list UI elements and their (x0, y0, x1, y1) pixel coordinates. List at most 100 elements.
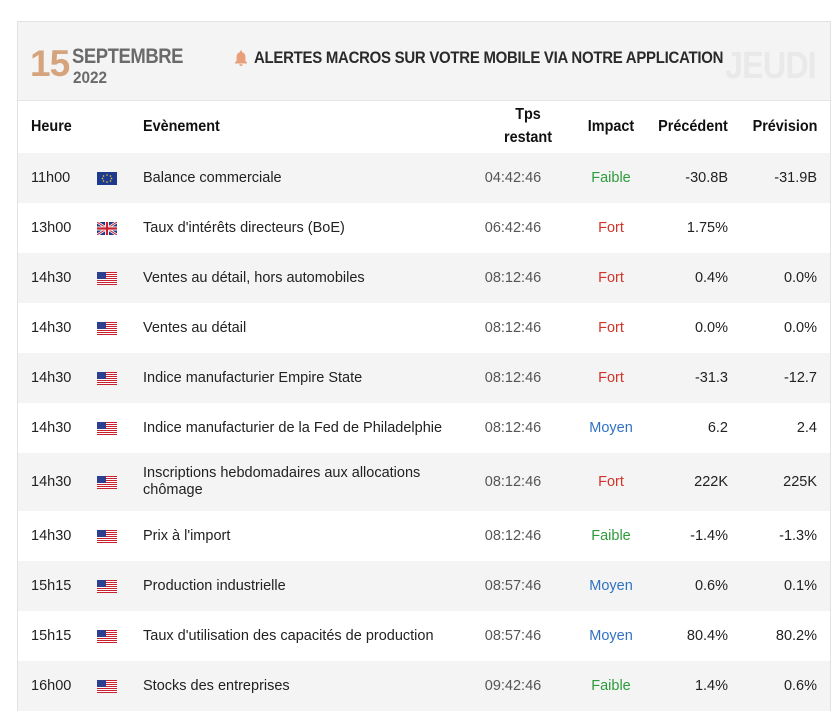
col-precedent: Précédent (658, 118, 728, 135)
event-name[interactable]: Stocks des entreprises (143, 677, 290, 694)
time-remaining: 08:12:46 (484, 320, 542, 336)
col-impact: Impact (587, 118, 635, 135)
bell-icon (235, 50, 247, 66)
event-name[interactable]: Taux d'utilisation des capacités de prod… (143, 627, 434, 644)
impact-label: Faible (591, 170, 631, 186)
us-flag-icon (97, 511, 117, 561)
us-flag-icon (97, 561, 117, 611)
alert-text: ALERTES MACROS SUR VOTRE MOBILE VIA NOTR… (254, 48, 724, 67)
us-flag-icon (97, 611, 117, 661)
table-row[interactable]: 15h15 Production industrielle 08:57:46 Moy… (18, 561, 830, 611)
impact-label: Fort (598, 474, 624, 490)
table-row[interactable]: 14h30 Ventes au détail, hors automobiles… (18, 253, 830, 303)
us-flag-icon (97, 303, 117, 353)
time-remaining: 09:42:46 (484, 678, 542, 694)
event-name[interactable]: Inscriptions hebdomadaires aux allocatio… (143, 465, 421, 498)
impact-label: Fort (598, 320, 624, 336)
event-name[interactable]: Production industrielle (143, 577, 286, 594)
col-tps-line1: Tps (515, 106, 541, 123)
previous-value: 0.6% (694, 578, 728, 594)
event-time: 14h30 (31, 420, 72, 436)
mobile-alert-link[interactable]: ALERTES MACROS SUR VOTRE MOBILE VIA NOTR… (233, 47, 787, 69)
col-heure: Heure (31, 118, 72, 135)
us-flag-icon (97, 403, 117, 453)
event-time: 15h15 (31, 578, 72, 594)
impact-label: Faible (591, 678, 631, 694)
event-name[interactable]: Ventes au détail, hors automobiles (143, 269, 365, 286)
impact-label: Moyen (589, 578, 633, 594)
table-row[interactable]: 14h30 Indice manufacturier Empire State 0… (18, 353, 830, 403)
time-remaining: 08:12:46 (484, 370, 542, 386)
time-remaining: 08:12:46 (484, 270, 542, 286)
event-name[interactable]: Balance commerciale (143, 169, 282, 186)
us-flag-icon (97, 353, 117, 403)
event-time: 15h15 (31, 628, 72, 644)
impact-label: Faible (591, 528, 631, 544)
previous-value: 80.4% (686, 628, 728, 644)
event-name[interactable]: Taux d'intérêts directeurs (BoE) (143, 219, 345, 236)
previous-value: -30.8B (685, 170, 728, 186)
events-table-body: 11h00 Balance commerciale 04:42:46 Faible -… (18, 153, 830, 711)
weekday-label: JEUDI (725, 45, 817, 87)
eu-flag-icon (97, 153, 117, 203)
table-row[interactable]: 14h30 Prix à l'import 08:12:46 Faible -1.4%… (18, 511, 830, 561)
event-name[interactable]: Indice manufacturier Empire State (143, 369, 363, 386)
col-tps-line2: restant (503, 129, 553, 146)
impact-label: Moyen (589, 420, 633, 436)
previous-value: 1.75% (686, 220, 728, 236)
event-time: 11h00 (31, 170, 71, 186)
previous-value: 222K (694, 474, 728, 490)
time-remaining: 04:42:46 (484, 170, 542, 186)
previous-value: 0.0% (694, 320, 728, 336)
previous-value: -31.3 (694, 370, 728, 386)
us-flag-icon (97, 253, 117, 303)
us-flag-icon (97, 661, 117, 711)
event-name[interactable]: Indice manufacturier de la Fed de Philad… (143, 419, 443, 436)
day-number: 15 (30, 43, 70, 84)
impact-label: Fort (598, 270, 624, 286)
table-row[interactable]: 15h15 Taux d'utilisation des capacités d… (18, 611, 830, 661)
time-remaining: 08:57:46 (484, 578, 542, 594)
event-time: 13h00 (31, 220, 72, 236)
table-row[interactable]: 13h00 Taux d'intérêts directeurs (BoE) 06… (18, 203, 830, 253)
event-name[interactable]: Ventes au détail (143, 319, 247, 336)
forecast-value (738, 203, 817, 253)
table-row[interactable]: 14h30 Ventes au détail 08:12:46 Fort 0.0% 0.… (18, 303, 830, 353)
forecast-value: 0.1% (783, 578, 817, 594)
forecast-value: 2.4 (796, 420, 817, 436)
impact-label: Fort (598, 220, 624, 236)
forecast-value: -12.7 (783, 370, 817, 386)
event-time: 14h30 (31, 320, 72, 336)
event-time: 14h30 (31, 370, 72, 386)
forecast-value: -31.9B (774, 170, 817, 186)
uk-flag-icon (97, 203, 117, 253)
table-row[interactable]: 16h00 Stocks des entreprises 09:42:46 Faib… (18, 661, 830, 711)
forecast-value: -1.3% (779, 528, 817, 544)
col-evenement: Evènement (143, 118, 220, 135)
time-remaining: 06:42:46 (484, 220, 542, 236)
table-row[interactable]: 14h30 Indice manufacturier de la Fed de … (18, 403, 830, 453)
time-remaining: 08:12:46 (484, 528, 542, 544)
table-row[interactable]: 14h30 Inscriptions hebdomadaires aux all… (18, 453, 830, 511)
impact-label: Moyen (589, 628, 633, 644)
forecast-value: 80.2% (775, 628, 817, 644)
previous-value: -1.4% (690, 528, 728, 544)
month-label: SEPTEMBRE (72, 45, 184, 68)
time-remaining: 08:12:46 (484, 420, 542, 436)
col-prevision: Prévision (752, 118, 818, 135)
event-time: 14h30 (31, 528, 72, 544)
event-time: 14h30 (31, 270, 72, 286)
table-row[interactable]: 11h00 Balance commerciale 04:42:46 Faible -… (18, 153, 830, 203)
event-time: 14h30 (31, 474, 72, 490)
previous-value: 6.2 (707, 420, 728, 436)
table-header: Heure Evènement Tps restant Impact Précé… (18, 101, 830, 153)
previous-value: 0.4% (694, 270, 728, 286)
event-time: 16h00 (31, 678, 72, 694)
forecast-value: 0.0% (783, 270, 817, 286)
date-header: 15 SEPTEMBRE 2022 ALERTES MACROS SUR VOT… (18, 22, 830, 101)
us-flag-icon (97, 453, 117, 511)
time-remaining: 08:12:46 (484, 474, 542, 490)
forecast-value: 0.0% (783, 320, 817, 336)
event-name[interactable]: Prix à l'import (143, 527, 231, 544)
forecast-value: 225K (783, 474, 817, 490)
